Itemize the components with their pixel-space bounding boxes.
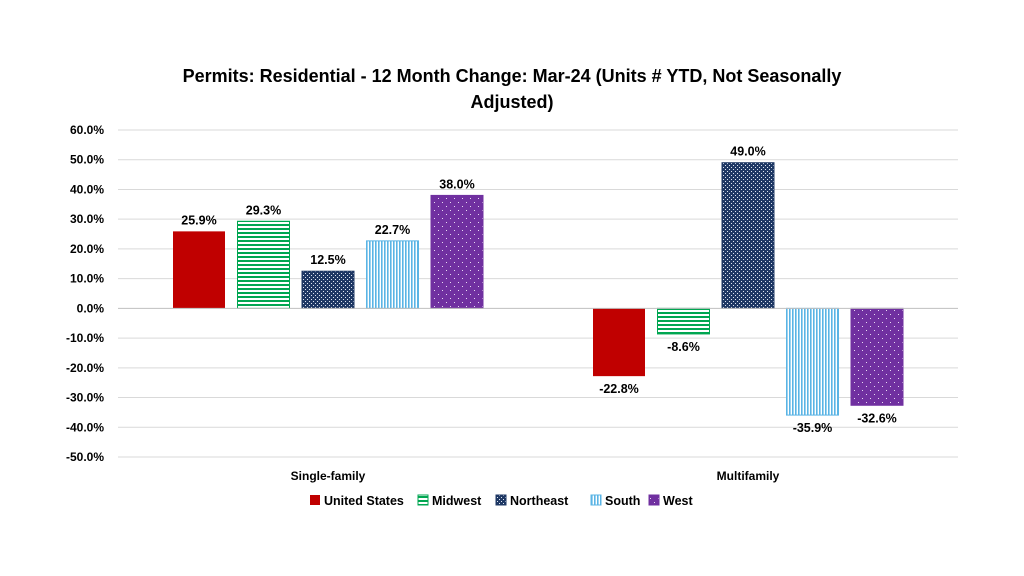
bar-west-multifamily (850, 307, 904, 406)
bar-united-states-multifamily (593, 308, 645, 377)
chart-title-line-2: Adjusted) (471, 92, 554, 112)
legend-swatch (417, 494, 429, 506)
chart-title: Permits: Residential - 12 Month Change: … (183, 66, 842, 112)
data-label: -35.9% (793, 421, 833, 435)
y-tick-label: -40.0% (66, 420, 104, 434)
y-tick-label: -20.0% (66, 361, 104, 375)
data-label: 49.0% (730, 145, 765, 159)
y-tick-label: 20.0% (70, 242, 104, 256)
data-label: -22.8% (599, 382, 639, 396)
category-label: Single-family (291, 469, 366, 483)
y-tick-label: 0.0% (77, 301, 105, 315)
legend-item-northeast: Northeast (495, 494, 569, 508)
bar-midwest-multifamily (657, 307, 710, 335)
data-labels: 25.9% 29.3% 12.5% 22.7% 38.0% -22.8% -8.6% 49.0… (181, 145, 897, 435)
bar-northeast-single-family (301, 270, 355, 309)
bar-northeast-multifamily (721, 162, 775, 309)
bars (173, 162, 904, 416)
y-tick-label: 60.0% (70, 123, 104, 137)
legend: United States Midwest Northeast South West (310, 494, 693, 508)
legend-swatch (648, 494, 660, 506)
y-tick-label: 10.0% (70, 272, 104, 286)
data-label: 38.0% (439, 177, 474, 191)
category-label: Multifamily (717, 469, 780, 483)
legend-swatch (495, 494, 507, 506)
y-tick-label: 50.0% (70, 153, 104, 167)
legend-label: Midwest (432, 494, 482, 508)
bar-south-multifamily (786, 307, 839, 416)
data-label: 25.9% (181, 213, 216, 227)
x-axis-category-labels: Single-family Multifamily (291, 469, 780, 483)
y-tick-label: -10.0% (66, 331, 104, 345)
chart-title-line-1: Permits: Residential - 12 Month Change: … (183, 66, 842, 86)
y-tick-label: 30.0% (70, 212, 104, 226)
legend-label: South (605, 494, 640, 508)
legend-swatch (590, 494, 602, 506)
y-axis-tick-labels: 60.0% 50.0% 40.0% 30.0% 20.0% 10.0% 0.0% -10.0%… (66, 123, 104, 464)
legend-label: United States (324, 494, 404, 508)
legend-label: Northeast (510, 494, 569, 508)
y-tick-label: -50.0% (66, 450, 104, 464)
data-label: 29.3% (246, 203, 281, 217)
y-tick-label: -30.0% (66, 391, 104, 405)
legend-item-west: West (648, 494, 693, 508)
legend-item-midwest: Midwest (417, 494, 482, 508)
data-label: 12.5% (310, 253, 345, 267)
legend-item-united-states: United States (310, 494, 404, 508)
bar-united-states-single-family (173, 231, 225, 309)
bar-midwest-single-family (237, 220, 290, 309)
data-label: -8.6% (667, 340, 700, 354)
bar-west-single-family (430, 194, 484, 309)
legend-item-south: South (590, 494, 640, 508)
legend-swatch (310, 495, 320, 505)
legend-label: West (663, 494, 693, 508)
bar-south-single-family (366, 240, 419, 309)
data-label: 22.7% (375, 223, 410, 237)
data-label: -32.6% (857, 411, 897, 425)
y-tick-label: 40.0% (70, 182, 104, 196)
